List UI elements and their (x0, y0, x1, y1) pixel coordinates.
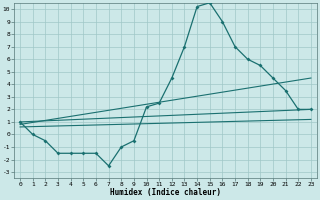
X-axis label: Humidex (Indice chaleur): Humidex (Indice chaleur) (110, 188, 221, 197)
